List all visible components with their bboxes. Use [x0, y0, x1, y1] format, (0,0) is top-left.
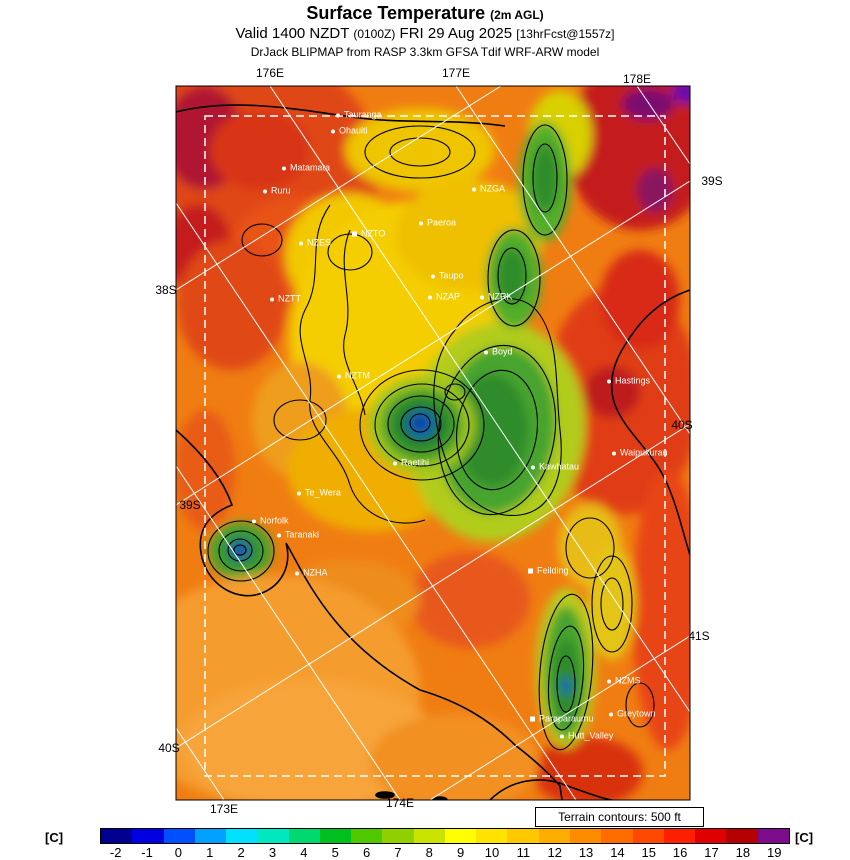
colorbar-tick-7: 7 — [394, 845, 402, 860]
colorbar-cell-3 — [257, 829, 289, 843]
valid-fcst: [13hrFcst@1557z] — [516, 27, 615, 41]
contour-lines — [207, 124, 655, 751]
colorbar-cell-15 — [632, 829, 664, 843]
colorbar-cell-16 — [663, 829, 696, 843]
colorbar-tick-2: 2 — [237, 845, 245, 860]
colorbar-cell-6 — [351, 829, 383, 843]
colorbar-cell-5 — [319, 829, 352, 843]
graticule-lines — [176, 86, 690, 800]
colorbar-cell-10 — [476, 829, 508, 843]
colorbar-tick-15: 15 — [641, 845, 657, 860]
colorbar-cell-9 — [444, 829, 477, 843]
colorbar-cell-14 — [601, 829, 633, 843]
colorbar-tick-3: 3 — [268, 845, 277, 860]
valid-line: Valid 1400 NZDT (0100Z) FRI 29 Aug 2025 … — [0, 25, 850, 42]
colorbar — [100, 828, 790, 844]
title-text: Surface Temperature — [306, 3, 486, 23]
colorbar-cell-17 — [695, 829, 727, 843]
colorbar-tick-14: 14 — [610, 845, 625, 860]
colorbar-tick-19: 19 — [766, 845, 782, 860]
model-line: DrJack BLIPMAP from RASP 3.3km GFSA Tdif… — [250, 45, 600, 59]
colorbar-tick-9: 9 — [457, 845, 465, 860]
terrain-note-box: Terrain contours: 500 ft — [535, 807, 704, 827]
colorbar-unit-right: [C] — [795, 830, 814, 845]
colorbar-cell-1 — [194, 829, 227, 843]
colorbar-cell-13 — [569, 829, 602, 843]
colorbar-tick-0: 0 — [174, 845, 183, 860]
colorbar-ticks: -2 -1 0 1 2 3 4 5 6 7 8 9 10 11 12 13 14 15 16 17 18 19 — [100, 845, 790, 860]
colorbar-tick--1: -1 — [141, 845, 153, 860]
colorbar-cell-0 — [163, 829, 195, 843]
colorbar-tick-11: 11 — [516, 845, 531, 860]
colorbar-unit-left: [C] — [45, 830, 64, 845]
page-title: Surface Temperature (2m AGL) — [0, 3, 850, 24]
map-outer-border — [175, 85, 691, 801]
colorbar-tick-8: 8 — [425, 845, 433, 860]
colorbar-tick-10: 10 — [484, 845, 500, 860]
colorbar-tick--2: -2 — [109, 845, 122, 860]
colorbar-tick-17: 17 — [704, 845, 719, 860]
colorbar-tick-16: 16 — [672, 845, 688, 860]
colorbar-cell-18 — [726, 829, 758, 843]
valid-zulu: (0100Z) — [353, 27, 396, 41]
colorbar-cell-4 — [288, 829, 320, 843]
valid-prefix: Valid 1400 NZDT — [235, 25, 354, 42]
valid-date: FRI 29 Aug 2025 — [395, 25, 517, 42]
colorbar-cell--1 — [132, 829, 164, 843]
coastline — [176, 104, 690, 800]
colorbar-tick-6: 6 — [362, 845, 371, 860]
colorbar-cell-19 — [757, 829, 789, 843]
temperature-field — [176, 86, 690, 800]
colorbar-tick-4: 4 — [300, 845, 308, 860]
colorbar-cell-8 — [413, 829, 445, 843]
colorbar-tick-5: 5 — [331, 845, 339, 860]
colorbar-tick-12: 12 — [547, 845, 562, 860]
colorbar-cell-12 — [538, 829, 570, 843]
colorbar-tick-18: 18 — [735, 845, 751, 860]
colorbar-tick-1: 1 — [206, 845, 214, 860]
colorbar-cell-7 — [382, 829, 414, 843]
title-note: (2m AGL) — [490, 8, 544, 22]
colorbar-tick-13: 13 — [578, 845, 594, 860]
colorbar-cell-2 — [226, 829, 258, 843]
colorbar-cell--2 — [101, 829, 133, 843]
colorbar-cell-11 — [507, 829, 539, 843]
